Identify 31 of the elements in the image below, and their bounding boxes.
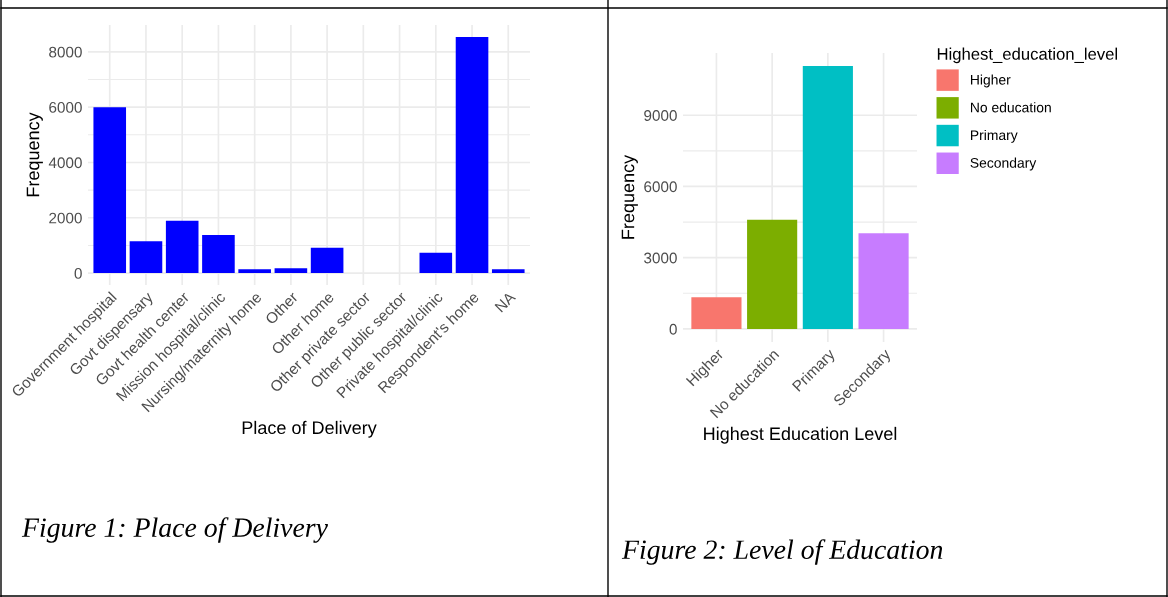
caption: Figure 1: Place of Delivery — [21, 517, 328, 543]
bar — [238, 269, 271, 274]
bar — [455, 36, 489, 274]
y-tick-label: 0 — [74, 267, 82, 279]
x-axis-title: Place of Delivery — [242, 420, 377, 438]
x-tick-label: NA — [494, 290, 517, 313]
y-tick-label: 6000 — [644, 181, 677, 193]
y-axis-title: Frequency — [621, 154, 638, 239]
y-tick-label: 0 — [669, 323, 677, 335]
bar — [93, 107, 127, 274]
legend-label: Higher — [970, 74, 1011, 88]
bar — [419, 252, 453, 274]
y-tick-label: 8000 — [49, 46, 82, 58]
legend-label: No education — [970, 102, 1051, 113]
bar — [310, 247, 344, 274]
y-tick-label: 4000 — [48, 157, 82, 169]
bar — [202, 234, 235, 274]
legend-label: Secondary — [970, 157, 1037, 171]
caption: Figure 2: Level of Education — [621, 539, 943, 565]
y-tick-label: 6000 — [49, 102, 82, 113]
bar — [129, 241, 163, 274]
y-tick-label: 9000 — [644, 110, 677, 121]
bar — [165, 220, 199, 274]
bar — [491, 269, 525, 274]
x-axis-title: Highest Education Level — [704, 426, 897, 444]
bar — [274, 268, 308, 274]
legend-label: Primary — [970, 129, 1018, 143]
y-axis-title: Frequency — [26, 112, 43, 197]
y-tick-label: 2000 — [49, 212, 82, 224]
y-tick-label: 3000 — [644, 252, 677, 264]
legend-title: Highest_education_level — [937, 47, 1118, 64]
